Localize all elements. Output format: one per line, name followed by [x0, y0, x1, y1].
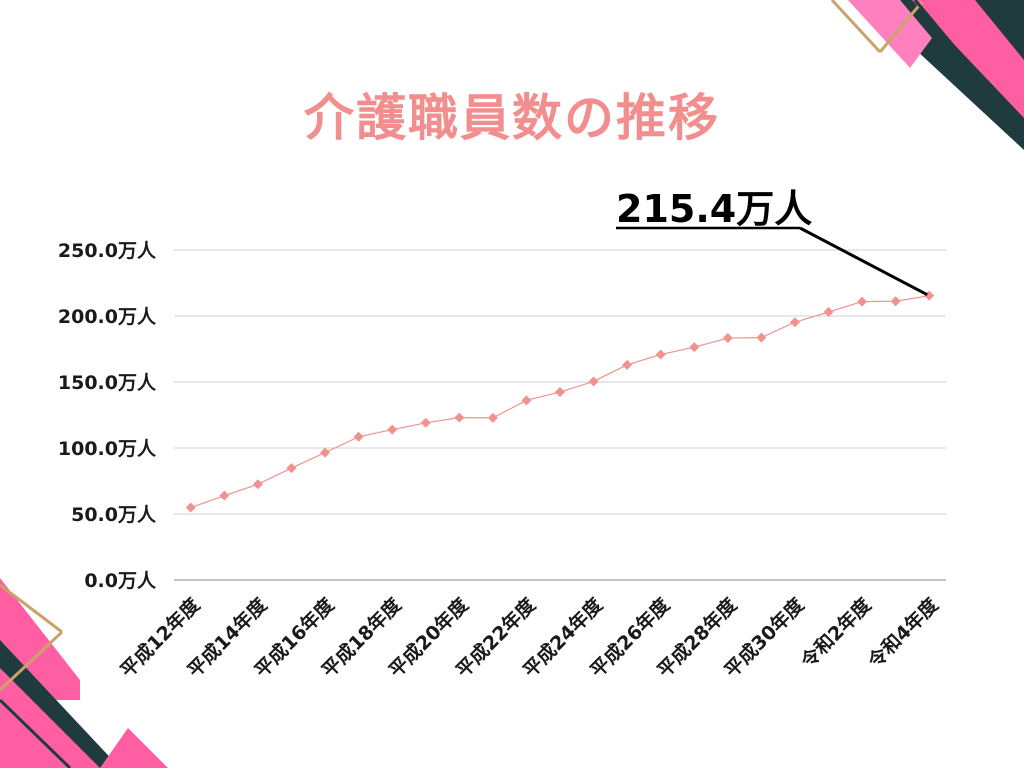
data-point	[789, 317, 800, 328]
data-point	[655, 349, 666, 360]
y-tick-label: 200.0万人	[58, 306, 157, 328]
data-point	[689, 342, 700, 353]
data-point	[320, 447, 331, 458]
data-point	[286, 463, 297, 474]
data-point	[622, 359, 633, 370]
data-point	[252, 479, 263, 490]
data-point	[185, 502, 196, 513]
data-point	[387, 424, 398, 435]
data-point	[823, 307, 834, 318]
top-right-decoration	[830, 0, 1024, 150]
y-tick-label: 150.0万人	[58, 372, 157, 394]
data-point	[521, 395, 532, 406]
data-point	[454, 412, 465, 423]
data-point	[890, 296, 901, 307]
y-tick-label: 100.0万人	[58, 438, 157, 460]
series-line	[190, 295, 930, 509]
data-point	[756, 332, 767, 343]
data-point	[588, 376, 599, 387]
data-point	[555, 387, 565, 398]
data-point	[722, 333, 733, 344]
callout-leader-line	[799, 226, 928, 297]
y-tick-label: 50.0万人	[71, 504, 157, 526]
data-point	[924, 290, 935, 301]
bottom-left-decoration	[0, 578, 168, 768]
x-tick-label: 令和4年度	[863, 593, 943, 673]
y-tick-label: 0.0万人	[84, 570, 157, 592]
data-point	[487, 412, 498, 423]
page-title: 介護職員数の推移	[304, 89, 720, 147]
callout-label: 215.4万人	[616, 187, 812, 231]
data-point	[353, 431, 364, 442]
y-tick-label: 250.0万人	[58, 240, 157, 262]
data-point	[219, 490, 230, 501]
x-tick-label: 令和2年度	[796, 593, 876, 673]
data-point	[857, 296, 868, 307]
data-point	[420, 417, 431, 428]
